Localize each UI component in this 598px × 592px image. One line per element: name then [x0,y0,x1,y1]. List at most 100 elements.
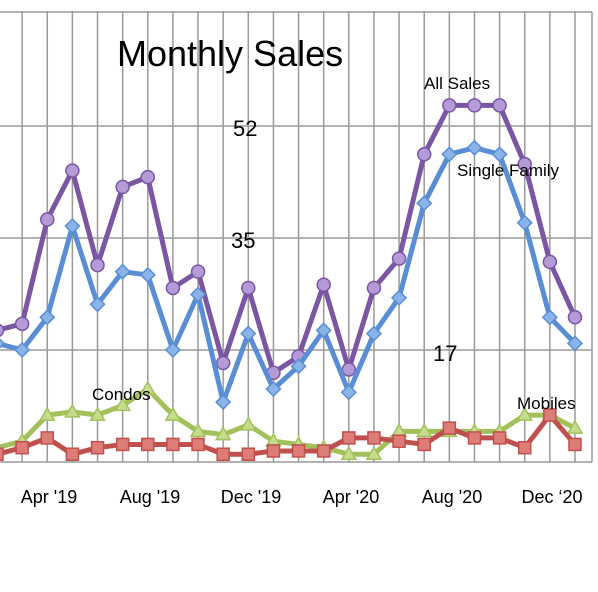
data-point-mobiles [392,434,406,448]
data-point-mobiles [90,440,105,455]
x-tick-label: Apr '19 [21,487,77,507]
data-point-mobiles [442,421,457,435]
x-tick-label: Dec '19 [221,487,281,507]
data-point-condos [415,422,433,438]
x-tick-label: Dec ‘20 [521,487,582,507]
data-point-single-family [466,139,483,156]
data-point-single-family [340,384,357,401]
data-point-single-family [0,338,6,349]
data-point-all-sales [140,169,156,185]
data-point-all-sales [165,280,181,296]
series-all-sales [0,98,583,380]
data-point-all-sales [416,147,432,162]
data-point-condos [189,422,207,438]
data-point-condos [566,419,584,434]
data-point-single-family [164,341,181,358]
data-point-single-family [441,146,458,163]
data-point-all-sales [316,277,331,292]
data-point-all-sales [90,257,105,273]
data-point-all-sales [391,251,407,266]
data-point-single-family [139,266,156,283]
data-point-all-sales [442,98,457,113]
data-point-mobiles [467,431,482,445]
data-point-all-sales [241,280,256,296]
data-point-mobiles [543,408,557,422]
annotation-condos: Condos [92,385,151,404]
data-point-mobiles [40,431,55,445]
data-point-single-family [265,380,282,398]
data-point-condos [89,406,106,421]
data-point-mobiles [191,437,205,452]
data-point-mobiles [241,447,256,461]
data-point-single-family [416,195,433,212]
data-point-all-sales [492,98,507,113]
data-point-all-sales [65,163,80,178]
data-point-all-sales [40,212,55,227]
data-point-all-sales [14,316,30,332]
data-point-condos [365,445,383,460]
data-point-condos [38,406,56,421]
chart-labels: Monthly Sales 52 35 17 All Sales Single … [21,33,583,507]
series-single-family [0,139,584,411]
data-point-condos [139,380,157,395]
data-point-mobiles [342,431,356,445]
data-point-mobiles [0,447,4,461]
data-point-single-family [89,296,106,313]
data-point-single-family [240,325,257,342]
series-layer [0,98,584,461]
y-value-label-17: 17 [433,341,457,366]
data-point-mobiles [367,431,381,445]
data-point-mobiles [316,444,331,458]
data-point-all-sales [0,323,5,337]
data-point-mobiles [291,444,306,458]
data-point-mobiles [417,437,431,452]
data-point-single-family [315,322,332,339]
x-tick-label: Apr '20 [323,487,379,507]
data-point-all-sales [366,280,382,296]
data-point-all-sales [467,98,482,113]
data-point-mobiles [166,437,180,452]
data-point-mobiles [141,437,155,452]
data-point-single-family [365,325,383,342]
y-value-label-35: 35 [231,228,255,253]
data-point-mobiles [216,447,230,461]
chart-title: Monthly Sales [117,33,343,74]
data-point-single-family [566,335,584,352]
series-mobiles [0,408,582,461]
data-point-condos [214,426,232,441]
x-tick-label: Aug '20 [422,487,483,507]
data-point-single-family [215,393,232,411]
data-point-mobiles [65,447,80,461]
data-point-single-family [64,217,81,235]
data-point-single-family [391,289,408,306]
annotation-all-sales: All Sales [424,74,490,93]
data-point-condos [164,406,182,421]
data-point-single-family [516,214,533,231]
data-point-single-family [114,263,131,280]
x-tick-label: Aug '19 [120,487,181,507]
data-point-single-family [290,358,307,375]
data-point-single-family [14,341,31,358]
data-point-mobiles [15,440,29,455]
series-line-condos [0,386,577,457]
data-point-mobiles [492,431,507,445]
data-point-all-sales [190,264,206,279]
data-point-all-sales [215,355,231,371]
data-point-single-family [541,309,558,326]
data-point-single-family [189,286,207,303]
data-point-all-sales [542,254,558,270]
data-point-condos [239,416,257,431]
data-point-all-sales [567,310,583,325]
annotation-single-family: Single Family [457,161,560,180]
y-value-label-52: 52 [233,116,257,141]
series-condos [0,380,584,460]
data-point-single-family [491,146,508,163]
data-point-condos [516,406,534,421]
data-point-condos [114,396,131,412]
data-point-all-sales [341,362,357,377]
data-point-mobiles [266,444,281,458]
data-point-all-sales [115,179,130,195]
data-point-mobiles [517,440,532,455]
data-point-mobiles [115,437,130,452]
